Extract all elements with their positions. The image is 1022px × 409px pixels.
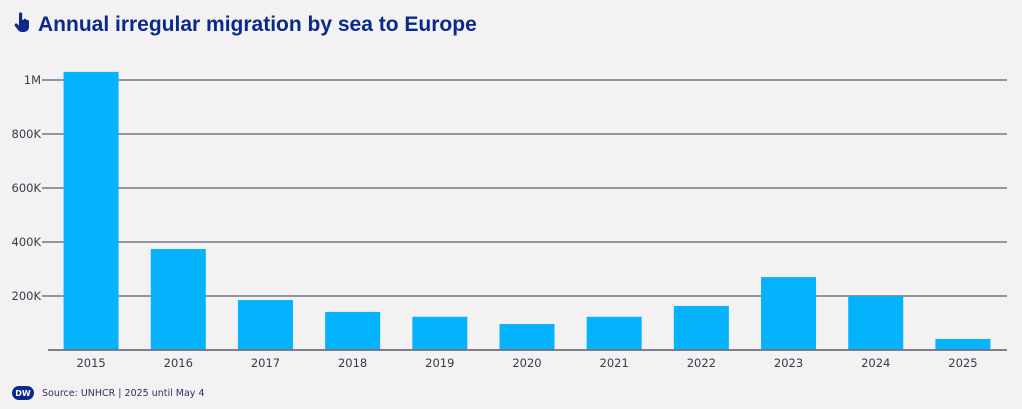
footer: DW Source: UNHCR | 2025 until May 4 [12,386,205,400]
y-tick-label: 200K [12,289,42,303]
x-tick-label: 2017 [251,356,280,370]
bar-2018 [325,311,381,350]
y-tick-label: 800K [12,127,42,141]
bar-2024 [848,296,904,350]
bar-2016 [150,249,206,350]
bar-2019 [412,316,468,350]
x-tick-label: 2021 [600,356,629,370]
title-text: Annual irregular migration by sea to Eur… [38,13,477,36]
bar-2017 [237,300,293,350]
x-tick-label: 2019 [425,356,454,370]
bar-2021 [586,316,642,350]
bar-2023 [761,277,817,350]
x-tick-label: 2018 [338,356,367,370]
logo-text: DW [15,388,31,398]
bar-2025 [935,338,991,350]
bar-2022 [673,305,729,350]
hand-pointer-icon[interactable] [14,12,30,38]
dw-logo: DW [12,386,34,400]
x-tick-label: 2024 [861,356,890,370]
y-tick-label: 600K [12,181,42,195]
x-tick-label: 2020 [512,356,541,370]
x-tick-label: 2023 [774,356,803,370]
chart-title: Annual irregular migration by sea to Eur… [14,12,477,38]
x-tick-label: 2025 [948,356,977,370]
x-tick-label: 2022 [687,356,716,370]
bar-2020 [499,324,555,350]
y-tick-label: 400K [12,235,42,249]
y-tick-label: 1M [24,73,41,87]
x-tick-label: 2015 [76,356,105,370]
x-tick-label: 2016 [164,356,193,370]
bar-2015 [63,71,119,351]
source-text: Source: UNHCR | 2025 until May 4 [42,387,205,399]
